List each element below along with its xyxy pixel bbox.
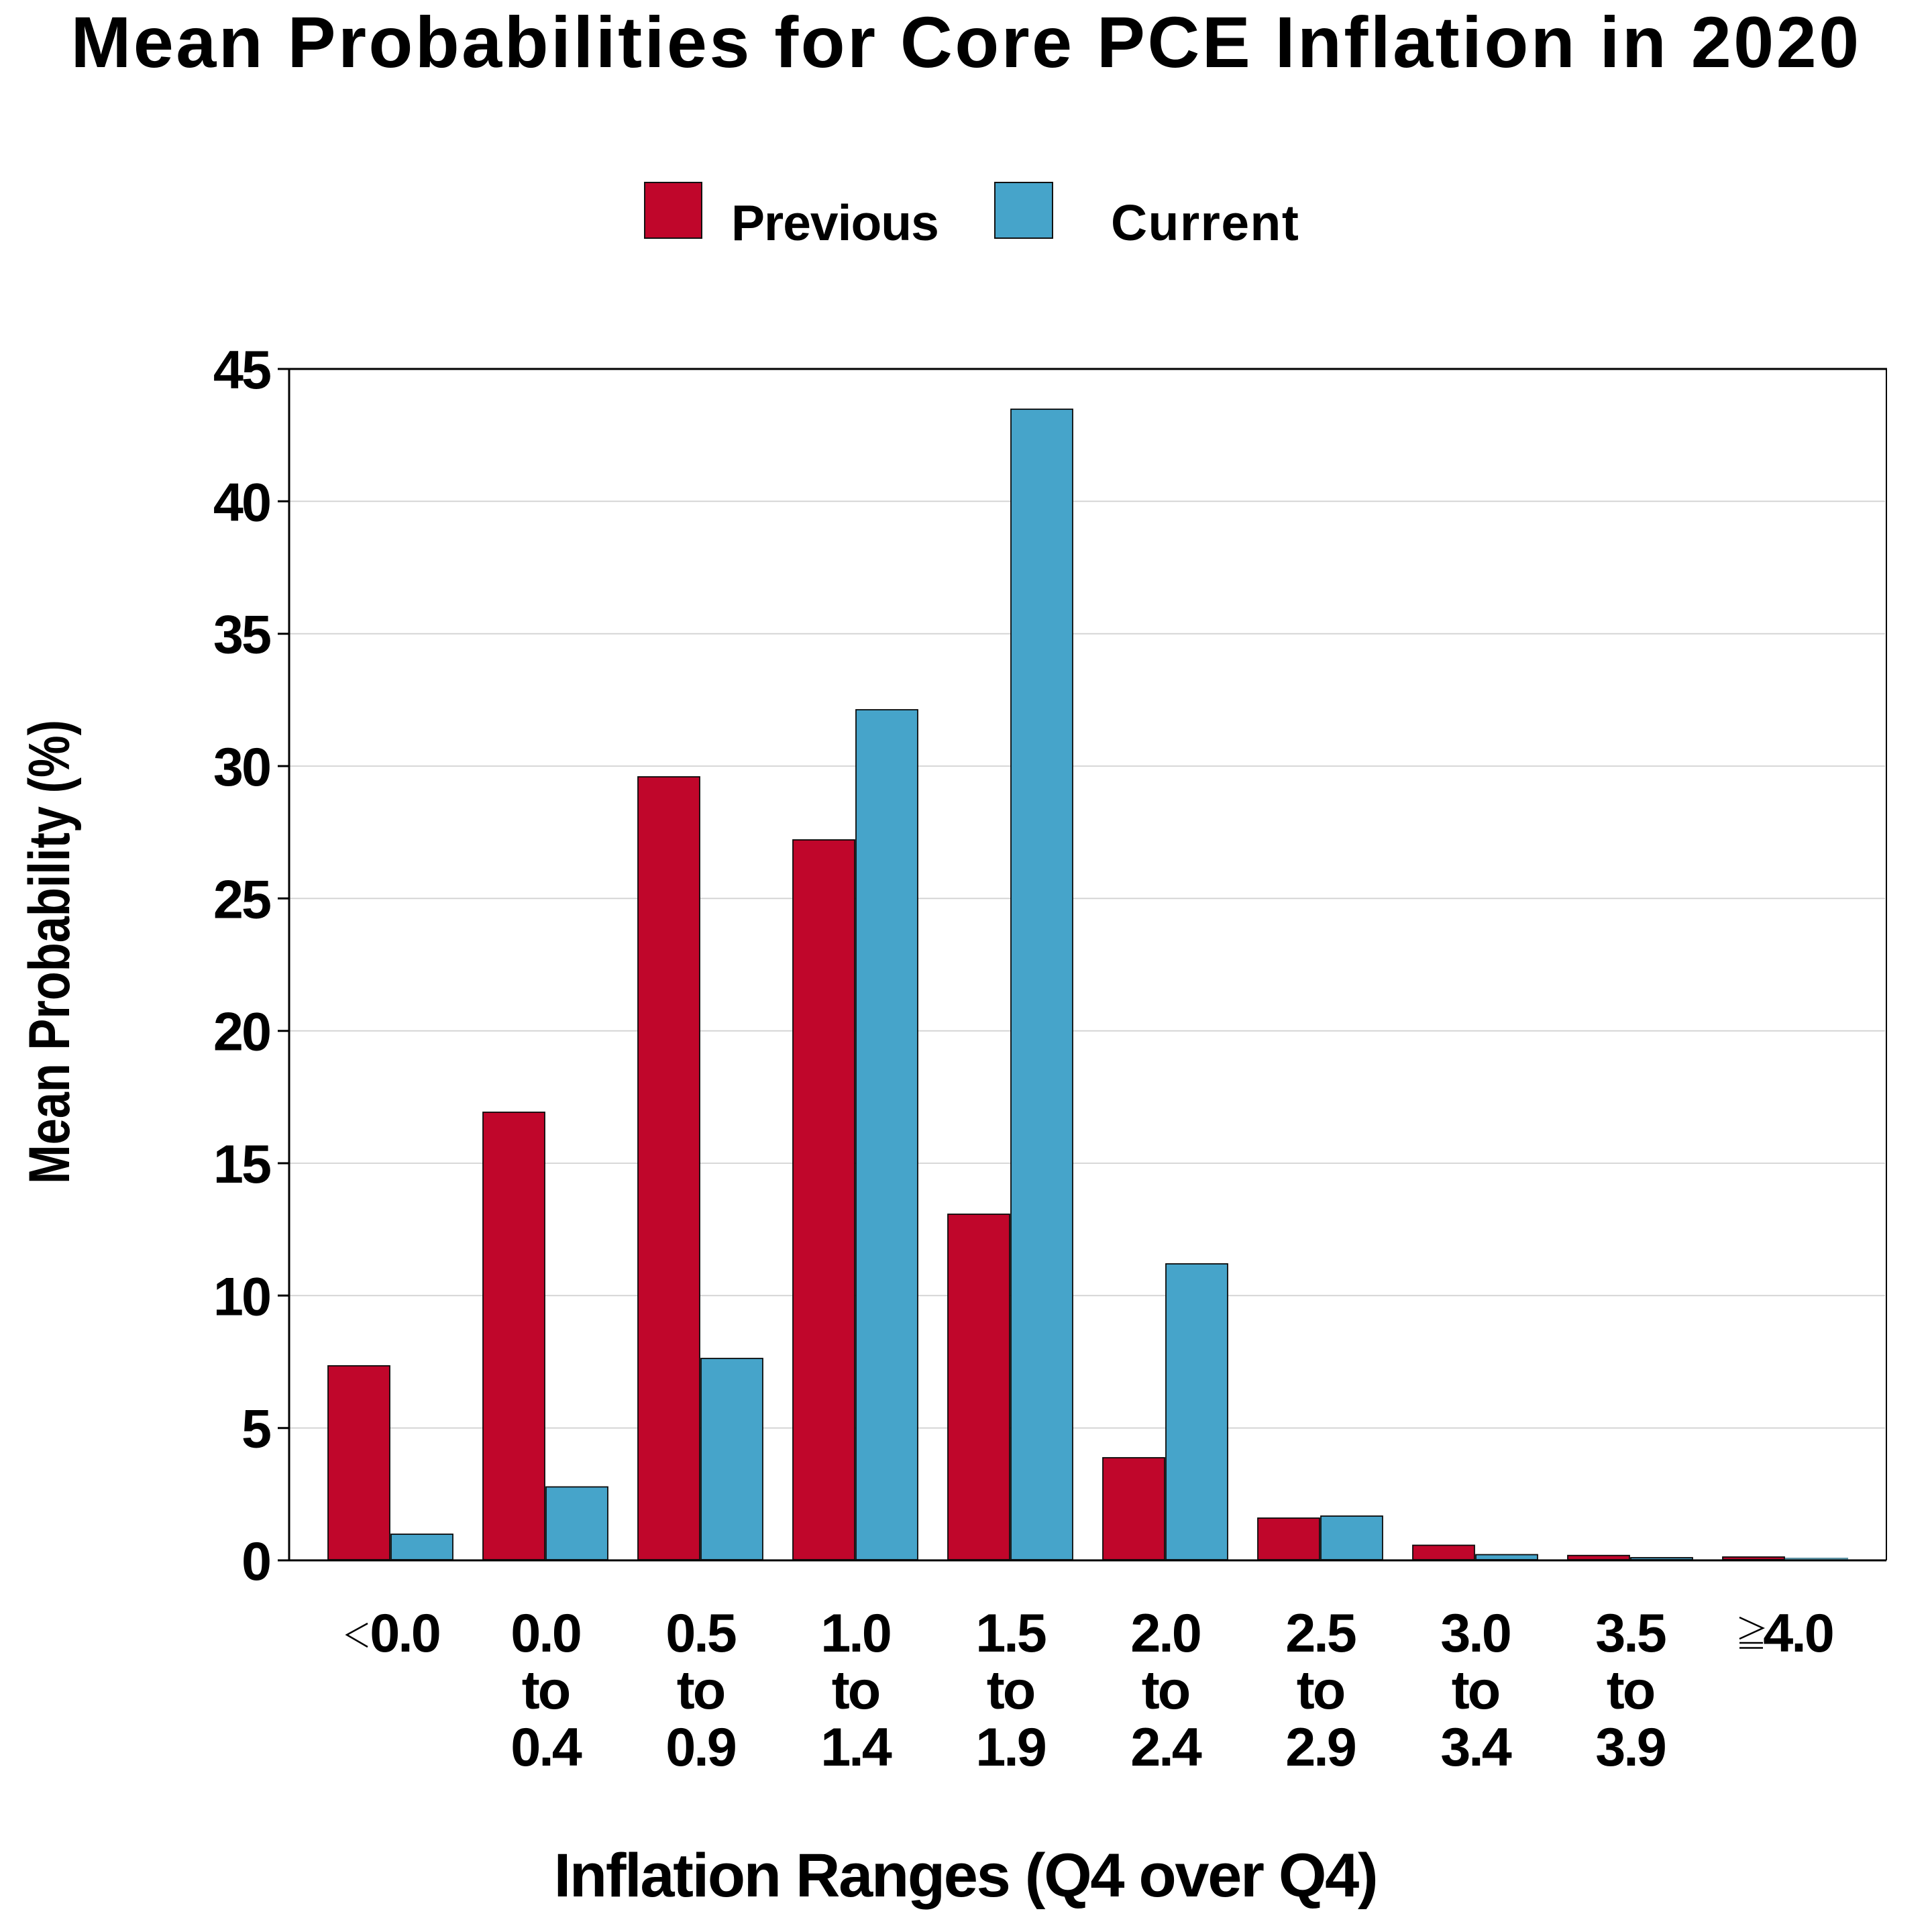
svg-text:1.5: 1.5 [975,1603,1046,1664]
svg-text:1.0: 1.0 [820,1603,890,1664]
svg-text:to: to [1452,1660,1499,1721]
svg-text:to: to [1607,1660,1654,1721]
svg-text:to: to [522,1660,570,1721]
svg-text:45: 45 [213,340,270,400]
svg-text:15: 15 [213,1134,270,1195]
svg-text:0: 0 [241,1532,270,1592]
svg-text:30: 30 [213,737,270,798]
svg-text:2.0: 2.0 [1130,1603,1200,1664]
svg-text:1.4: 1.4 [820,1717,892,1778]
svg-text:2.5: 2.5 [1285,1603,1356,1664]
svg-text:2.9: 2.9 [1285,1717,1356,1778]
svg-text:3.5: 3.5 [1595,1603,1666,1664]
svg-text:10: 10 [213,1267,270,1327]
svg-text:to: to [987,1660,1034,1721]
svg-text:0.0: 0.0 [370,1603,439,1664]
svg-text:4.0: 4.0 [1763,1603,1833,1664]
svg-text:1.9: 1.9 [975,1717,1046,1778]
svg-text:0.4: 0.4 [511,1717,582,1778]
svg-text:20: 20 [213,1002,270,1063]
svg-text:35: 35 [213,605,270,665]
svg-text:to: to [1297,1660,1344,1721]
svg-text:0.5: 0.5 [665,1603,736,1664]
svg-text:Inflation Ranges (Q4 over Q4): Inflation Ranges (Q4 over Q4) [554,1841,1377,1910]
svg-text:0.9: 0.9 [665,1717,736,1778]
svg-text:3.9: 3.9 [1595,1717,1666,1778]
svg-text:2.4: 2.4 [1130,1717,1202,1778]
svg-text:3.0: 3.0 [1440,1603,1510,1664]
svg-text:0.0: 0.0 [511,1603,580,1664]
svg-text:Mean Probabilities for Core PC: Mean Probabilities for Core PCE Inflatio… [70,1,1861,83]
svg-text:Mean Probability (%): Mean Probability (%) [17,720,82,1184]
svg-text:5: 5 [241,1399,270,1460]
svg-text:to: to [832,1660,879,1721]
svg-text:to: to [677,1660,724,1721]
svg-text:Current: Current [1111,195,1299,251]
svg-text:40: 40 [213,472,270,533]
svg-text:3.4: 3.4 [1440,1717,1512,1778]
svg-text:to: to [1142,1660,1189,1721]
svg-text:25: 25 [213,869,270,930]
svg-text:Previous: Previous [731,195,938,251]
